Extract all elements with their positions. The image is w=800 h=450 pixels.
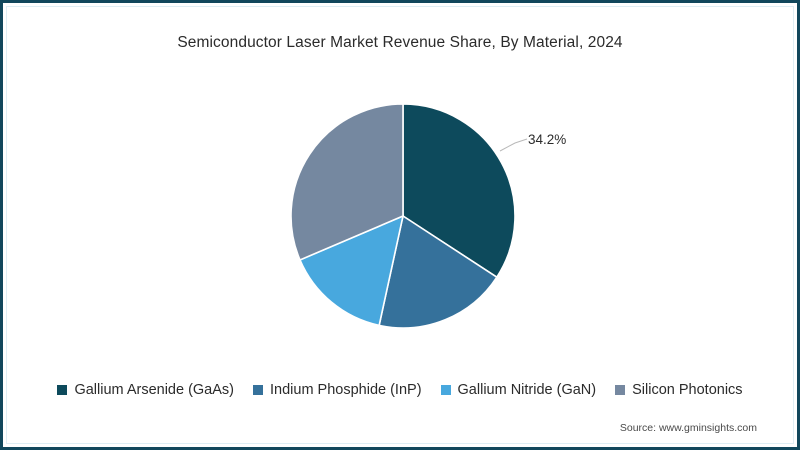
pie-slice[interactable]: [378, 214, 498, 329]
legend-item[interactable]: Indium Phosphide (InP): [253, 383, 422, 398]
legend-item-label: Gallium Arsenide (GaAs): [74, 382, 234, 398]
chart-title: Semiconductor Laser Market Revenue Share…: [177, 34, 623, 51]
pie-slice-group: [290, 103, 516, 329]
legend: Gallium Arsenide (GaAs) Indium Phosphide …: [3, 383, 797, 398]
pie-slice[interactable]: [298, 214, 405, 327]
legend-swatch-icon: [615, 385, 626, 396]
legend-swatch-icon: [440, 385, 451, 396]
source-note: Source: www.gminsights.com: [619, 422, 757, 434]
slice-value-label-gallium-arsenide: 34.2%: [528, 132, 567, 147]
legend-item[interactable]: Silicon Photonics: [615, 382, 743, 398]
legend-item-label: Indium Phosphide (InP): [270, 382, 422, 398]
legend-item[interactable]: Gallium Nitride (GaN): [440, 382, 597, 398]
legend-item[interactable]: Gallium Arsenide (GaAs): [57, 383, 234, 398]
callout-leader-line: [499, 138, 528, 152]
legend-item-label: Gallium Nitride (GaN): [457, 382, 597, 398]
legend-item-label: Silicon Photonics: [632, 382, 743, 398]
legend-swatch-icon: [57, 385, 68, 396]
legend-swatch-icon: [253, 385, 263, 396]
pie-chart: [290, 103, 528, 329]
pie-slice[interactable]: [290, 103, 404, 261]
